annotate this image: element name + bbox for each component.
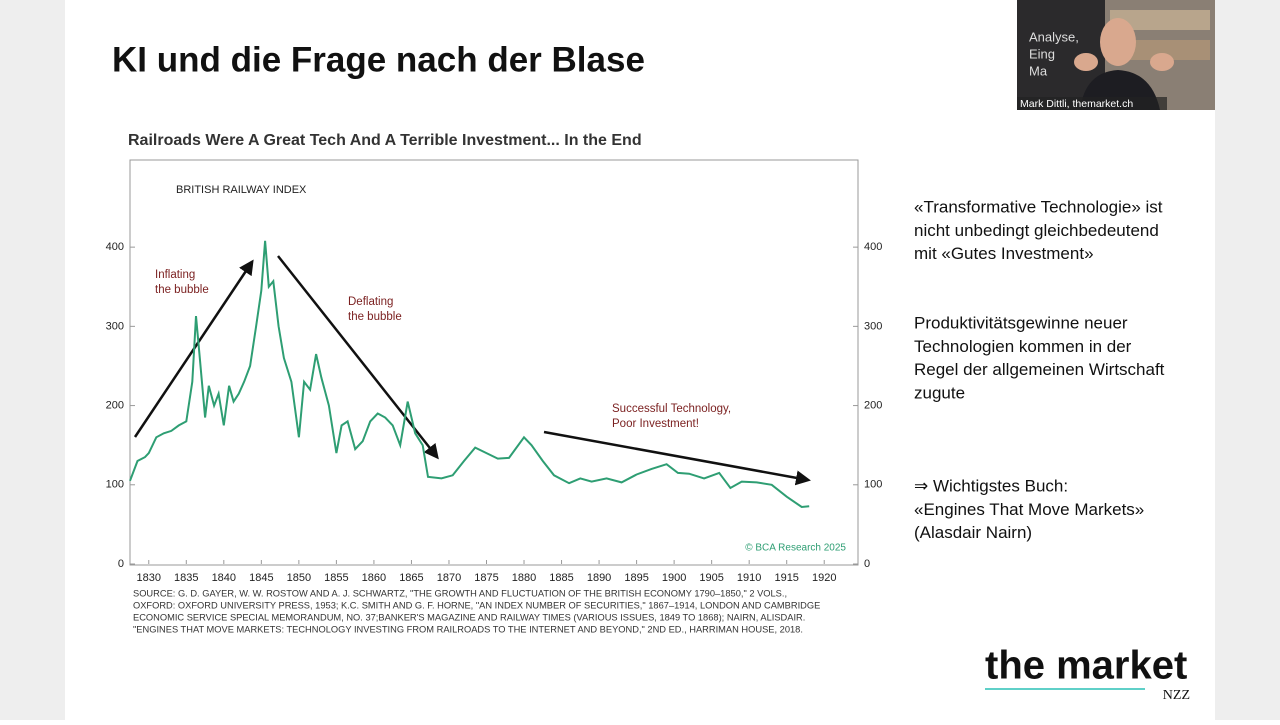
slide-text: Produktivitätsgewinne neuer xyxy=(914,313,1128,332)
slide-text: mit «Gutes Investment» xyxy=(914,244,1094,263)
slide-text: «Transformative Technologie» ist xyxy=(914,197,1163,216)
y-tick-label: 100 xyxy=(106,479,124,491)
y-tick-label: 0 xyxy=(118,558,124,570)
slide-text: «Engines That Move Markets» xyxy=(914,500,1144,519)
source-note: "ENGINES THAT MOVE MARKETS: TECHNOLOGY I… xyxy=(133,624,803,634)
backdrop-text: Analyse, xyxy=(1029,29,1079,44)
x-tick-label: 1870 xyxy=(437,572,461,584)
chart-title: Railroads Were A Great Tech And A Terrib… xyxy=(128,132,642,149)
x-tick-label: 1915 xyxy=(774,572,798,584)
hand xyxy=(1150,53,1174,71)
slide-text: (Alasdair Nairn) xyxy=(914,523,1032,542)
annotation: Poor Investment! xyxy=(612,418,699,430)
arrow xyxy=(277,255,439,460)
y-tick-label: 400 xyxy=(106,241,124,253)
slide-text: Technologien kommen in der xyxy=(914,337,1132,356)
source-note: SOURCE: G. D. GAYER, W. W. ROSTOW AND A.… xyxy=(133,588,787,598)
logo-rule xyxy=(985,688,1145,690)
hand xyxy=(1074,53,1098,71)
logo: the market xyxy=(985,644,1187,688)
x-tick-label: 1905 xyxy=(699,572,723,584)
y2-tick-label: 100 xyxy=(864,479,882,491)
books xyxy=(1110,10,1210,30)
x-tick-label: 1830 xyxy=(137,572,161,584)
x-tick-label: 1920 xyxy=(812,572,836,584)
x-tick-label: 1845 xyxy=(249,572,273,584)
x-tick-label: 1875 xyxy=(474,572,498,584)
slide-text: zugute xyxy=(914,383,965,402)
y2-tick-label: 300 xyxy=(864,320,882,332)
x-tick-label: 1890 xyxy=(587,572,611,584)
plot-frame xyxy=(129,159,859,566)
video-caption: Mark Dittli, themarket.ch xyxy=(1020,98,1133,110)
annotation: Deflating xyxy=(348,296,393,308)
slide-text: ⇒ Wichtigstes Buch: xyxy=(914,476,1068,495)
x-tick-label: 1865 xyxy=(399,572,423,584)
y-tick-label: 200 xyxy=(106,399,124,411)
backdrop-text: Ma xyxy=(1029,63,1048,78)
line xyxy=(129,240,810,509)
backdrop-text: Eing xyxy=(1029,46,1055,61)
x-tick-label: 1850 xyxy=(287,572,311,584)
y2-tick-label: 400 xyxy=(864,241,882,253)
x-tick-label: 1860 xyxy=(362,572,386,584)
arrow xyxy=(543,430,811,486)
x-tick-label: 1855 xyxy=(324,572,348,584)
source-note: OXFORD: OXFORD UNIVERSITY PRESS, 1953; K… xyxy=(133,600,820,610)
chart-credit: © BCA Research 2025 xyxy=(745,543,846,554)
source-note: ECONOMIC SERVICE SPECIAL MEMORANDUM, NO.… xyxy=(133,612,805,622)
y2-tick-label: 0 xyxy=(864,558,870,570)
x-tick-label: 1880 xyxy=(512,572,536,584)
annotation: Successful Technology, xyxy=(612,403,731,415)
annotation: Inflating xyxy=(155,269,195,281)
annotation: the bubble xyxy=(348,311,402,323)
logo-sub: NZZ xyxy=(1163,688,1190,703)
y-tick-label: 300 xyxy=(106,320,124,332)
slide-text: nicht unbedingt gleichbedeutend xyxy=(914,221,1159,240)
webcam: Mark Dittli, themarket.ch xyxy=(1017,0,1215,110)
annotation: the bubble xyxy=(155,284,209,296)
chart-subtitle: BRITISH RAILWAY INDEX xyxy=(176,184,307,196)
slide xyxy=(65,0,1215,720)
x-tick-label: 1895 xyxy=(624,572,648,584)
x-tick-label: 1835 xyxy=(174,572,198,584)
slide-text: Regel der allgemeinen Wirtschaft xyxy=(914,360,1165,379)
x-tick-label: 1885 xyxy=(549,572,573,584)
caption-bg xyxy=(1017,97,1167,110)
x-tick-label: 1910 xyxy=(737,572,761,584)
x-tick-label: 1840 xyxy=(212,572,236,584)
x-tick-label: 1900 xyxy=(662,572,686,584)
slide-title: KI und die Frage nach der Blase xyxy=(112,40,645,79)
y2-tick-label: 200 xyxy=(864,399,882,411)
face xyxy=(1100,18,1136,66)
